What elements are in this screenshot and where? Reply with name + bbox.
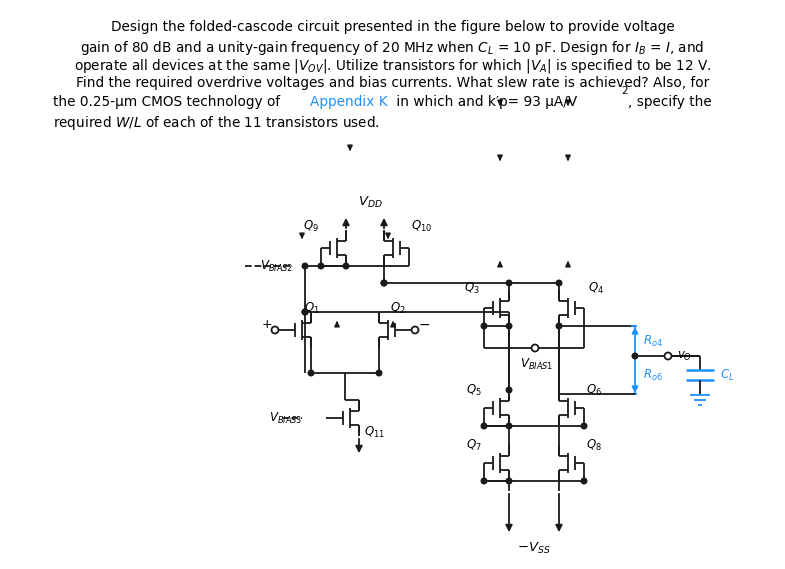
Circle shape [302,309,308,315]
Text: $C_L$: $C_L$ [720,368,734,382]
Circle shape [557,280,562,286]
Text: $Q_5$: $Q_5$ [466,382,482,398]
Text: $-V_{SS}$: $-V_{SS}$ [517,541,551,555]
Circle shape [411,327,418,333]
Circle shape [318,263,323,269]
Circle shape [664,353,671,360]
Text: Find the required overdrive voltages and bias currents. What slew rate is achiev: Find the required overdrive voltages and… [76,76,709,90]
Circle shape [581,478,587,484]
Text: the 0.25-μm CMOS technology of: the 0.25-μm CMOS technology of [53,95,285,109]
Text: $Q_{11}$: $Q_{11}$ [364,424,385,439]
Text: $Q_3$: $Q_3$ [464,281,480,295]
Text: required $W/L$ of each of the 11 transistors used.: required $W/L$ of each of the 11 transis… [53,114,380,132]
Text: 2: 2 [621,86,627,97]
Circle shape [272,327,279,333]
Circle shape [557,323,562,329]
Text: $v_O$: $v_O$ [677,349,692,362]
Circle shape [382,280,387,286]
Text: $Q_6$: $Q_6$ [586,382,602,398]
Text: $Q_9$: $Q_9$ [303,218,319,233]
Text: , specify the: , specify the [628,95,712,109]
Text: operate all devices at the same $|V_{OV}|$. Utilize transistors for which $|V_A|: operate all devices at the same $|V_{OV}… [74,57,711,76]
Text: $Q_7$: $Q_7$ [466,438,482,452]
Circle shape [506,280,512,286]
Text: −: − [418,318,430,332]
Text: $R_{o4}$: $R_{o4}$ [643,333,663,349]
Text: $V_{DD}$: $V_{DD}$ [357,195,382,209]
Text: $R_{o6}$: $R_{o6}$ [643,368,663,382]
Text: $V_{BIAS1}$: $V_{BIAS1}$ [520,356,553,372]
Circle shape [302,309,308,315]
Circle shape [309,370,314,376]
Circle shape [506,478,512,484]
Text: $Q_2$: $Q_2$ [390,300,406,316]
Circle shape [506,387,512,393]
Circle shape [506,323,512,329]
Text: gain of 80 dB and a unity-gain frequency of 20 MHz when $C_L$ = 10 pF. Design fo: gain of 80 dB and a unity-gain frequency… [80,39,705,57]
Text: Design the folded-cascode circuit presented in the figure below to provide volta: Design the folded-cascode circuit presen… [111,19,674,34]
Text: $Q_1$: $Q_1$ [304,300,319,316]
Text: $Q_8$: $Q_8$ [586,438,602,452]
Circle shape [481,423,487,429]
Text: Appendix K: Appendix K [310,95,388,109]
Text: $V_{BIAS3}$: $V_{BIAS3}$ [268,410,302,426]
Circle shape [302,263,308,269]
Circle shape [376,370,382,376]
Text: $V_{BIAS2}$: $V_{BIAS2}$ [260,258,293,274]
Circle shape [506,423,512,429]
Circle shape [382,280,387,286]
Circle shape [481,478,487,484]
Circle shape [481,323,487,329]
Text: $Q_4$: $Q_4$ [588,281,604,295]
Text: $Q_{10}$: $Q_{10}$ [411,218,432,233]
Circle shape [343,263,349,269]
Text: +: + [261,319,272,332]
Text: in which and k′p= 93 μA/V: in which and k′p= 93 μA/V [392,95,578,109]
Circle shape [581,423,587,429]
Circle shape [632,353,637,359]
Circle shape [531,344,539,352]
